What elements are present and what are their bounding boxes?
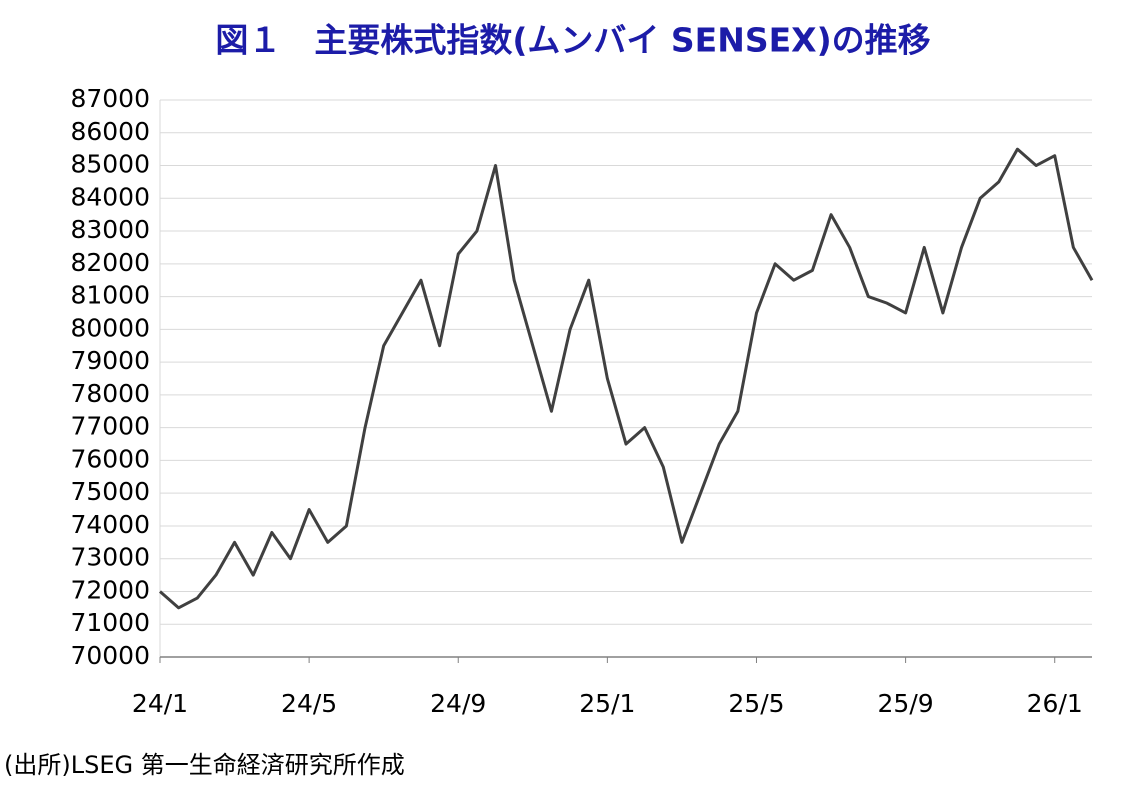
y-tick-label: 81000 [70, 281, 150, 310]
chart-title: 図１ 主要株式指数(ムンバイ SENSEX)の推移 [215, 21, 930, 60]
y-tick-label: 80000 [70, 313, 150, 342]
x-tick-label: 26/1 [1027, 689, 1083, 718]
y-tick-label: 85000 [70, 150, 150, 179]
sensex-line [159, 147, 1094, 610]
y-tick-label: 72000 [70, 575, 150, 604]
y-tick-label: 77000 [70, 412, 150, 441]
y-tick-label: 82000 [70, 248, 150, 277]
y-tick-label: 73000 [70, 543, 150, 572]
x-tick-label: 25/5 [728, 689, 784, 718]
source-note: (出所)LSEG 第一生命経済研究所作成 [4, 751, 405, 779]
y-tick-label: 79000 [70, 346, 150, 375]
y-tick-label: 78000 [70, 379, 150, 408]
x-tick-label: 25/9 [878, 689, 934, 718]
y-tick-label: 83000 [70, 215, 150, 244]
x-tick-label: 24/1 [132, 689, 188, 718]
y-tick-label: 84000 [70, 182, 150, 211]
y-tick-label: 76000 [70, 444, 150, 473]
y-tick-label: 74000 [70, 510, 150, 539]
x-tick-label: 24/5 [281, 689, 337, 718]
y-tick-label: 86000 [70, 117, 150, 146]
x-tick-label: 25/1 [579, 689, 635, 718]
y-tick-label: 87000 [70, 84, 150, 113]
y-tick-label: 75000 [70, 477, 150, 506]
y-tick-label: 70000 [70, 641, 150, 670]
x-tick-label: 24/9 [430, 689, 486, 718]
y-tick-label: 71000 [70, 608, 150, 637]
